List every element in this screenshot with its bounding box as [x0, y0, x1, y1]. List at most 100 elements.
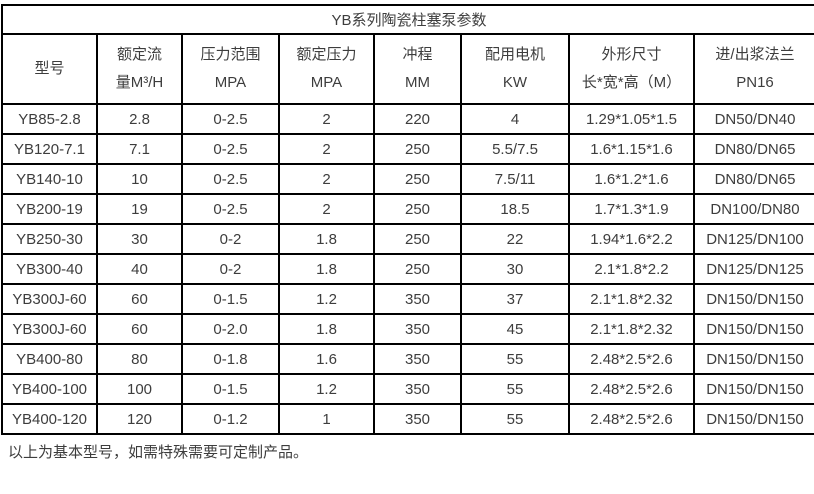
column-header-line2: MPA — [310, 74, 343, 91]
column-header-line2: 量M³/H — [115, 74, 164, 91]
value-cell: DN150/DN150 — [692, 283, 814, 315]
value-cell: 250 — [373, 253, 462, 285]
value-cell: 350 — [373, 343, 462, 375]
column-header-line2: MM — [405, 74, 430, 91]
column-header-line1: 压力范围 — [200, 46, 261, 63]
column-header: 压力范围 MPA — [181, 33, 280, 105]
value-cell: 10 — [96, 163, 183, 195]
column-header-line1: 外形尺寸 — [601, 46, 662, 63]
value-cell: 0-1.5 — [181, 283, 280, 315]
model-cell: YB300J-60 — [1, 283, 98, 315]
column-header-line1: 配用电机 — [484, 46, 545, 63]
value-cell: 220 — [373, 103, 462, 135]
value-cell: 55 — [460, 403, 570, 435]
value-cell: 30 — [460, 253, 570, 285]
value-cell: 55 — [460, 343, 570, 375]
column-header-line2: PN16 — [736, 74, 774, 91]
column-header-line1: 进/出浆法兰 — [715, 46, 795, 63]
table-row: YB400-80 80 0-1.8 1.6 350 55 2.48*2.5*2.6 DN150… — [1, 343, 814, 375]
value-cell: 2.48*2.5*2.6 — [568, 403, 695, 435]
value-cell: 1.6 — [278, 343, 375, 375]
column-header: 进/出浆法兰 PN16 — [692, 33, 814, 105]
column-header: 型号 — [1, 33, 98, 105]
value-cell: 0-2.5 — [181, 133, 280, 165]
value-cell: 2.8 — [96, 103, 183, 135]
value-cell: 350 — [373, 283, 462, 315]
value-cell: 120 — [96, 403, 183, 435]
value-cell: 0-1.5 — [181, 373, 280, 405]
value-cell: 350 — [373, 313, 462, 345]
value-cell: 2.48*2.5*2.6 — [568, 373, 695, 405]
model-cell: YB200-19 — [1, 193, 98, 225]
column-header: 冲程 MM — [373, 33, 462, 105]
table-row: YB300-40 40 0-2 1.8 250 30 2.1*1.8*2.2 DN125/DN… — [1, 253, 814, 285]
value-cell: DN50/DN40 — [692, 103, 814, 135]
value-cell: 350 — [373, 403, 462, 435]
value-cell: DN150/DN150 — [692, 313, 814, 345]
value-cell: DN100/DN80 — [692, 193, 814, 225]
value-cell: 2 — [278, 163, 375, 195]
value-cell: 250 — [373, 133, 462, 165]
value-cell: 4 — [460, 103, 570, 135]
table-title: YB系列陶瓷柱塞泵参数 — [0, 4, 814, 35]
value-cell: 1.2 — [278, 283, 375, 315]
value-cell: 1.94*1.6*2.2 — [568, 223, 695, 255]
value-cell: 1.6*1.15*1.6 — [568, 133, 695, 165]
value-cell: 30 — [96, 223, 183, 255]
value-cell: 2.1*1.8*2.32 — [568, 283, 695, 315]
value-cell: 2.1*1.8*2.32 — [568, 313, 695, 345]
value-cell: 7.5/11 — [460, 163, 570, 195]
model-cell: YB300J-60 — [1, 313, 98, 345]
value-cell: 45 — [460, 313, 570, 345]
column-header-line1: 额定压力 — [296, 46, 357, 63]
value-cell: 250 — [373, 193, 462, 225]
value-cell: 0-2.0 — [181, 313, 280, 345]
table-header-row: 型号 额定流 量M³/H 压力范围 MPA 额定压力 MPA 冲程 MM 配用电机 KW 外形尺寸 长*… — [1, 33, 814, 105]
value-cell: 2.1*1.8*2.2 — [568, 253, 695, 285]
model-cell: YB250-30 — [1, 223, 98, 255]
value-cell: 0-2.5 — [181, 103, 280, 135]
value-cell: 2.48*2.5*2.6 — [568, 343, 695, 375]
column-header: 额定压力 MPA — [278, 33, 375, 105]
value-cell: 37 — [460, 283, 570, 315]
value-cell: 0-2.5 — [181, 163, 280, 195]
value-cell: 5.5/7.5 — [460, 133, 570, 165]
model-cell: YB85-2.8 — [1, 103, 98, 135]
value-cell: DN150/DN150 — [692, 343, 814, 375]
table-title-row: YB系列陶瓷柱塞泵参数 — [0, 4, 814, 35]
model-cell: YB300-40 — [1, 253, 98, 285]
column-header-line2: 长*宽*高（M） — [581, 74, 682, 91]
model-cell: YB400-100 — [1, 373, 98, 405]
value-cell: 100 — [96, 373, 183, 405]
value-cell: DN150/DN150 — [692, 403, 814, 435]
value-cell: 350 — [373, 373, 462, 405]
table-row: YB200-19 19 0-2.5 2 250 18.5 1.7*1.3*1.9 DN100/… — [1, 193, 814, 225]
pump-spec-table: YB系列陶瓷柱塞泵参数 型号 额定流 量M³/H 压力范围 MPA 额定压力 MPA 冲程 MM… — [0, 4, 814, 435]
model-cell: YB400-120 — [1, 403, 98, 435]
value-cell: DN125/DN100 — [692, 223, 814, 255]
value-cell: DN80/DN65 — [692, 163, 814, 195]
column-header-line2: KW — [502, 74, 528, 91]
column-header-line1: 冲程 — [402, 46, 433, 63]
table-row: YB85-2.8 2.8 0-2.5 2 220 4 1.29*1.05*1.5 DN50/D… — [1, 103, 814, 135]
value-cell: 1.6*1.2*1.6 — [568, 163, 695, 195]
value-cell: 1.8 — [278, 223, 375, 255]
value-cell: DN150/DN150 — [692, 373, 814, 405]
value-cell: 0-2 — [181, 253, 280, 285]
value-cell: 0-1.8 — [181, 343, 280, 375]
model-cell: YB400-80 — [1, 343, 98, 375]
value-cell: 1.8 — [278, 313, 375, 345]
column-header: 配用电机 KW — [460, 33, 570, 105]
value-cell: 18.5 — [460, 193, 570, 225]
table-row: YB300J-60 60 0-2.0 1.8 350 45 2.1*1.8*2.32 DN15… — [1, 313, 814, 345]
column-header: 额定流 量M³/H — [96, 33, 183, 105]
value-cell: 60 — [96, 283, 183, 315]
value-cell: 0-1.2 — [181, 403, 280, 435]
value-cell: 60 — [96, 313, 183, 345]
model-cell: YB120-7.1 — [1, 133, 98, 165]
value-cell: 1 — [278, 403, 375, 435]
value-cell: DN80/DN65 — [692, 133, 814, 165]
value-cell: 7.1 — [96, 133, 183, 165]
value-cell: 40 — [96, 253, 183, 285]
